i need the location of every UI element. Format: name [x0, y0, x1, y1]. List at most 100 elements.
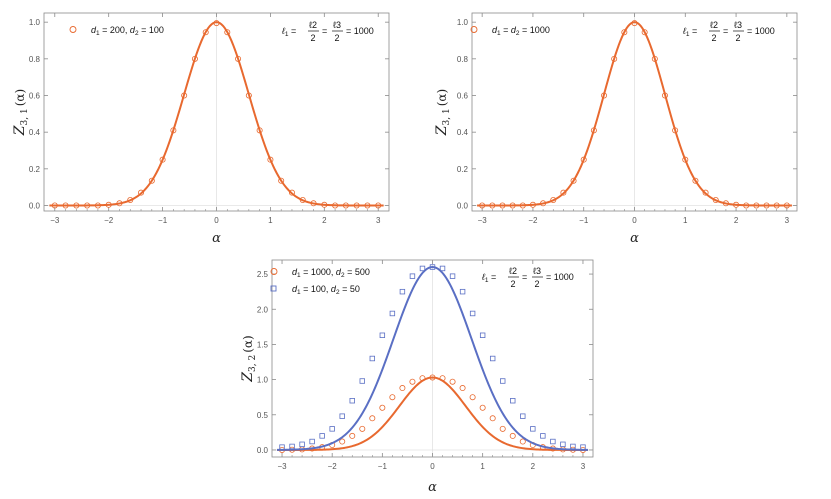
series-point-circle	[213, 20, 220, 27]
series-point-circle	[299, 196, 306, 203]
legend-value: = 1000	[520, 25, 550, 35]
annotation-value: = 1000	[747, 26, 775, 36]
series-point-circle	[580, 156, 587, 163]
ylabel-sub: 3, 1	[442, 108, 452, 125]
legend-d: d	[91, 25, 97, 35]
series-point-circle	[733, 201, 740, 208]
annotation-num: ℓ2	[710, 20, 718, 30]
series-point-circle	[245, 92, 252, 99]
legend-value: = 500	[345, 267, 370, 277]
y-tick-label: 0.4	[457, 128, 469, 137]
series-point-circle	[489, 202, 496, 209]
series-point-square	[570, 443, 576, 450]
series-point-circle	[116, 200, 123, 207]
series-point-circle	[712, 196, 719, 203]
x-tick-label: −2	[328, 462, 338, 471]
x-tick-label: 3	[785, 216, 790, 225]
y-tick-label: 1.5	[257, 340, 269, 349]
annotation-sub: 1	[485, 277, 489, 284]
y-tick-label: 0.0	[257, 446, 269, 455]
ylabel-arg: (α)	[13, 89, 27, 106]
annotation-den: 2	[534, 279, 539, 289]
series-point-circle	[601, 92, 608, 99]
series-line-1	[477, 21, 792, 207]
series-point-square	[419, 265, 426, 272]
series-point-circle	[321, 201, 328, 208]
y-tick-label: 0.8	[457, 55, 469, 64]
y-tick-label: 0.6	[29, 92, 41, 101]
series-point-square	[409, 273, 416, 279]
series-point-circle	[449, 378, 456, 385]
legend-value: = 100,	[301, 284, 331, 294]
y-tick-label: 2.0	[257, 305, 269, 314]
series-point-circle	[509, 202, 516, 209]
legend-d: d	[130, 25, 136, 35]
x-tick-label: 1	[268, 216, 273, 225]
series-point-circle	[519, 438, 526, 445]
legend-value: =	[501, 25, 511, 35]
annotation-eq: =	[690, 26, 698, 36]
chart-panel-1: −3 −2 −1 0 1 2 30.00.20.40.60.81.0d1 = 200, d2…	[12, 12, 390, 246]
series-point-circle	[148, 177, 155, 184]
legend-value: = 200,	[100, 25, 130, 35]
series-point-square	[309, 438, 315, 445]
legend-marker-circle	[270, 268, 278, 275]
series-point-circle	[651, 55, 658, 62]
series-point-square	[429, 264, 436, 270]
legend-entry-1: d1 = 1000, d2 = 500	[292, 267, 370, 279]
series-point-circle	[409, 378, 416, 385]
series-point-circle	[672, 127, 679, 134]
annotation-eq: =	[522, 272, 527, 282]
legend-sub: 1	[497, 30, 501, 37]
x-axis-label: α	[212, 231, 221, 246]
legend-marker-square	[270, 285, 277, 292]
series-line-1	[49, 21, 384, 207]
series-point-square	[520, 413, 526, 419]
legend-marker-circle	[470, 26, 478, 33]
x-axis-label: α	[630, 231, 639, 246]
series-point-circle	[519, 202, 526, 209]
annotation-eq: =	[322, 26, 327, 36]
y-tick-label: 1.0	[257, 376, 269, 385]
series-point-circle	[267, 156, 274, 163]
series-point-circle	[753, 202, 760, 209]
legend-value: = 50	[340, 284, 360, 294]
series-point-circle	[479, 404, 486, 411]
series-point-circle	[479, 202, 486, 209]
series-point-circle	[621, 29, 628, 36]
series-point-circle	[509, 432, 516, 439]
series-point-circle	[469, 394, 476, 401]
legend-value: = 100	[139, 25, 164, 35]
series-point-circle	[359, 425, 366, 432]
series-point-square	[319, 433, 325, 439]
series-point-circle	[369, 415, 376, 422]
x-tick-label: 0	[632, 216, 637, 225]
legend-marker-circle	[69, 26, 77, 33]
legend-value: = 1000,	[301, 267, 336, 277]
series-point-circle	[489, 415, 496, 422]
series-point-circle	[499, 202, 506, 209]
legend-d: d	[511, 25, 517, 35]
y-axis-label: Z3, 1 (α)	[434, 89, 452, 136]
series-point-square	[369, 355, 376, 362]
series-point-square	[550, 438, 556, 445]
x-tick-label: −1	[378, 462, 388, 471]
annotation-sub: 1	[686, 31, 690, 38]
series-point-circle	[499, 425, 506, 432]
x-tick-label: −2	[528, 216, 538, 225]
x-tick-label: 3	[581, 462, 586, 471]
annotation-l1: ℓ1 =	[481, 272, 496, 284]
series-point-circle	[256, 127, 263, 134]
series-point-square	[329, 426, 335, 432]
legend-d: d	[331, 284, 337, 294]
series-point-circle	[51, 202, 58, 209]
series-point-circle	[570, 177, 577, 184]
series-point-square	[459, 288, 466, 295]
series-point-square	[479, 332, 486, 338]
annotation-ell: ℓ	[682, 26, 686, 36]
legend-entry-1: d1 = d2 = 1000	[492, 25, 550, 37]
x-tick-label: 2	[531, 462, 536, 471]
legend-d: d	[492, 25, 498, 35]
chart-panel-3: −3 −2 −1 0 1 2 30.00.51.01.52.02.5 d1 = 1000, d…	[240, 259, 594, 495]
series-point-circle	[661, 92, 668, 99]
